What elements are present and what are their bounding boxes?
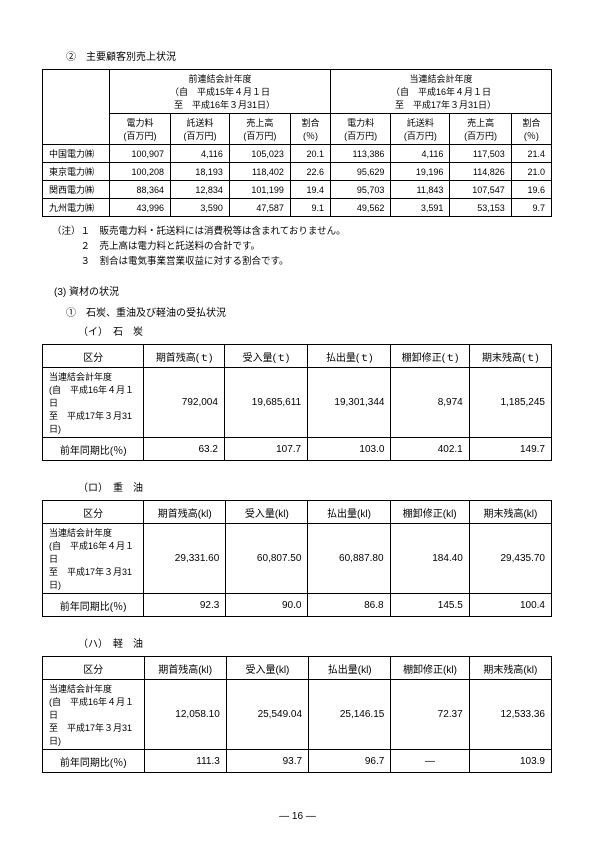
table-row: 当連結会計年度(自 平成16年４月１日至 平成17年３月31日) 12,058.… <box>43 680 552 750</box>
col-wariai-p: 割合(％) <box>290 114 330 145</box>
col-denryoku-c: 電力料(百万円) <box>330 114 390 145</box>
table-row: 九州電力㈱ 43,996 3,590 47,587 9.1 49,562 3,5… <box>43 199 552 217</box>
col-uriage-p: 売上高(百万円) <box>229 114 290 145</box>
page-number: ― 16 ― <box>0 811 595 822</box>
light-table: 区分 期首残高(kl) 受入量(kl) 払出量(kl) 棚卸修正(kl) 期末残… <box>42 656 552 773</box>
sales-table: 前連結会計年度（自 平成15年４月１日 至 平成16年３月31日） 当連結会計年… <box>42 69 552 217</box>
prev-period-header: 前連結会計年度（自 平成15年４月１日 至 平成16年３月31日） <box>110 70 331 114</box>
section-3-title: (3) 資材の状況 <box>54 283 553 298</box>
col-wariai-c: 割合(％) <box>511 114 551 145</box>
table-row: 中国電力㈱ 100,907 4,116 105,023 20.1 113,386… <box>43 145 552 163</box>
curr-period-header: 当連結会計年度（自 平成16年４月１日 至 平成17年３月31日） <box>330 70 551 114</box>
table-row: 当連結会計年度(自 平成16年４月１日至 平成17年３月31日) 792,004… <box>43 368 552 438</box>
heavy-title: （ロ） 重 油 <box>78 479 553 494</box>
coal-table: 区分 期首残高(ｔ) 受入量(ｔ) 払出量(ｔ) 棚卸修正(ｔ) 期末残高(ｔ)… <box>42 344 552 461</box>
heavy-table: 区分 期首残高(kl) 受入量(kl) 払出量(kl) 棚卸修正(kl) 期末残… <box>42 500 552 617</box>
table-row: 前年同期比(％) 63.2 107.7 103.0 402.1 149.7 <box>43 438 552 461</box>
sub-1-title: ① 石炭、重油及び軽油の受払状況 <box>66 304 553 319</box>
col-takusou-p: 託送料(百万円) <box>171 114 230 145</box>
light-title: （ハ） 軽 油 <box>78 635 553 650</box>
table-row: 前年同期比(％) 111.3 93.7 96.7 ― 103.9 <box>43 750 552 773</box>
section-title-2: ② 主要顧客別売上状況 <box>66 48 553 63</box>
col-takusou-c: 託送料(百万円) <box>391 114 450 145</box>
coal-title: （イ） 石 炭 <box>78 323 553 338</box>
table-row: 前年同期比(％) 92.3 90.0 86.8 145.5 100.4 <box>43 594 552 617</box>
col-uriage-c: 売上高(百万円) <box>450 114 511 145</box>
table-row: 東京電力㈱ 100,208 18,193 118,402 22.6 95,629… <box>43 163 552 181</box>
table-row: 関西電力㈱ 88,364 12,834 101,199 19.4 95,703 … <box>43 181 552 199</box>
col-denryoku-p: 電力料(百万円) <box>110 114 171 145</box>
table-row: 当連結会計年度(自 平成16年４月１日至 平成17年３月31日) 29,331.… <box>43 524 552 594</box>
notes: （注）１ 販売電力料・託送料には消費税等は含まれておりません。 ２ 売上高は電力… <box>52 223 553 267</box>
